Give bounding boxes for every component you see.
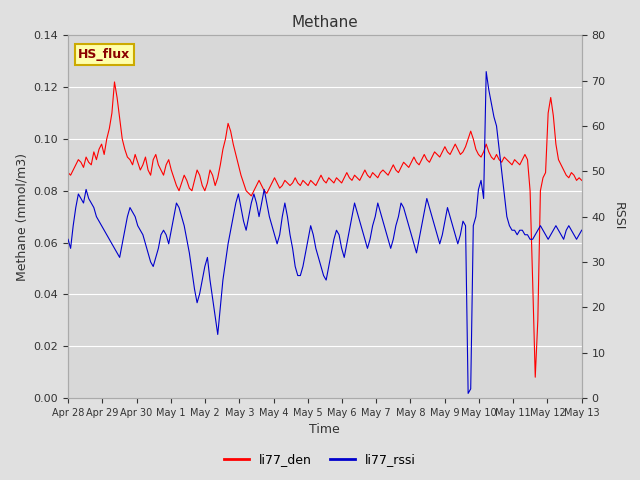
X-axis label: Time: Time [310,423,340,436]
Title: Methane: Methane [291,15,358,30]
Text: HS_flux: HS_flux [78,48,131,61]
Legend: li77_den, li77_rssi: li77_den, li77_rssi [219,448,421,471]
Y-axis label: RSSI: RSSI [612,203,625,231]
Y-axis label: Methane (mmol/m3): Methane (mmol/m3) [15,153,28,281]
